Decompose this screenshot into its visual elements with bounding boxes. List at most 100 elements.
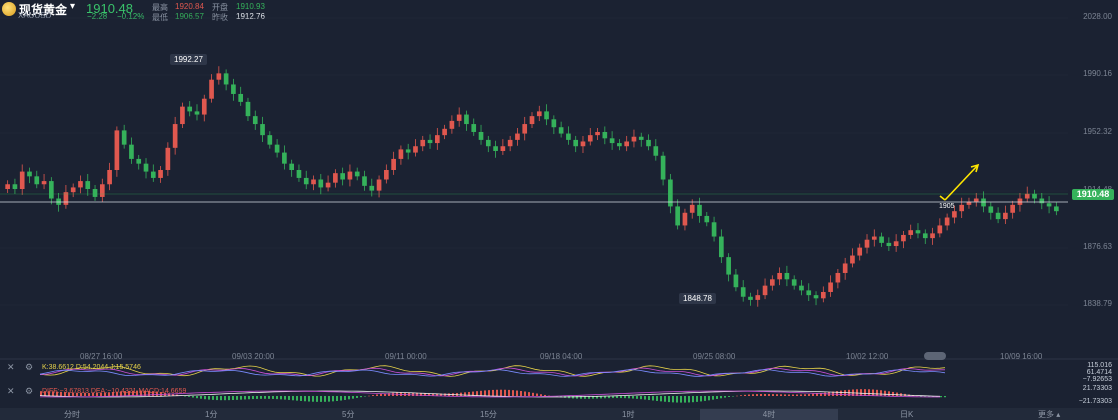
candle-body [347, 171, 353, 180]
macd-bar [264, 396, 266, 399]
candle-body [442, 128, 447, 136]
macd-bar [784, 394, 786, 396]
macd-bar [616, 396, 618, 399]
candle-body [551, 119, 557, 128]
macd-bar [696, 396, 698, 402]
quote-header: 现货黄金 ▾ XAUUSD 1910.48 −2.28 −0.12% 最高 19… [0, 0, 500, 22]
macd-bar [788, 394, 790, 396]
candle-body [704, 215, 710, 223]
tab-timeshare[interactable]: 分时 [64, 410, 80, 419]
macd-bar [644, 396, 646, 400]
candle-body [1010, 204, 1015, 213]
candle-body [791, 279, 797, 286]
candle-body [267, 135, 273, 145]
macd-bar [672, 396, 674, 403]
tab-1hour[interactable]: 1时 [622, 410, 635, 419]
candle-body [602, 131, 608, 139]
macd-bar [928, 396, 930, 397]
macd-bar [604, 396, 606, 399]
more-button[interactable]: 更多 ▴ [1038, 410, 1061, 419]
candle-body [362, 176, 367, 186]
candle-body [922, 233, 928, 239]
macd-bar [540, 394, 542, 396]
candle-body [27, 171, 32, 177]
candle-body [631, 136, 637, 142]
macd-bar [204, 396, 206, 400]
last-price: 1910.48 [86, 1, 133, 16]
candle-body [740, 287, 746, 297]
macd-tick-2: −21.73303 [1078, 398, 1112, 405]
macd-bar [328, 396, 330, 402]
candle-body [660, 155, 666, 180]
macd-bar [376, 394, 378, 396]
macd-bar [208, 396, 210, 400]
macd-bar [380, 393, 382, 396]
macd-bar [704, 396, 706, 401]
macd-bar [148, 390, 150, 396]
candle-body [653, 146, 659, 156]
macd-bar [932, 396, 934, 398]
low-callout: 1848.78 [679, 293, 716, 304]
macd-bar [824, 392, 826, 396]
annotation-label: 1905 [939, 203, 955, 210]
candle-body [995, 212, 1001, 220]
macd-bar [80, 392, 82, 396]
y-tick-1: 2028.00 [1083, 12, 1112, 21]
macd-bar [100, 392, 102, 396]
settings-icon[interactable]: ⚙ [25, 386, 34, 396]
macd-bar [520, 390, 522, 396]
scroll-pill[interactable] [924, 352, 946, 360]
macd-bar [276, 396, 278, 400]
candle-body [5, 184, 10, 190]
macd-bar [516, 390, 518, 396]
macd-bar [440, 393, 442, 396]
candle-body [252, 116, 258, 125]
macd-bar [572, 396, 574, 399]
macd-bar [544, 394, 546, 396]
macd-bar [776, 394, 778, 396]
macd-bar [612, 396, 614, 399]
tab-daily[interactable]: 日K [900, 410, 914, 419]
macd-bar [336, 396, 338, 401]
close-icon[interactable]: ✕ [7, 386, 15, 396]
candle-body [901, 234, 906, 242]
candle-body [121, 130, 127, 145]
candle-body [864, 239, 870, 248]
arrow-head-icon [970, 163, 980, 173]
candle-body [609, 138, 615, 144]
tab-4hour[interactable]: 4时 [700, 409, 838, 420]
candle-body [1046, 203, 1052, 207]
symbol-name[interactable]: 现货黄金 [19, 3, 68, 17]
close-icon[interactable]: ✕ [7, 362, 15, 372]
candle-body [536, 111, 542, 117]
macd-bar [592, 396, 594, 399]
candle-body [405, 149, 411, 153]
tab-1min[interactable]: 1分 [205, 410, 218, 419]
tab-5min[interactable]: 5分 [342, 410, 355, 419]
tab-15min[interactable]: 15分 [480, 410, 497, 419]
macd-bar [660, 396, 662, 402]
macd-bar [748, 394, 750, 396]
candle-body [682, 212, 688, 226]
price-change: −2.28 [87, 12, 108, 21]
macd-bar [620, 396, 622, 399]
candle-body [107, 170, 112, 185]
caret-down-icon[interactable]: ▾ [70, 1, 76, 12]
macd-bar [792, 394, 794, 396]
macd-bar [684, 396, 686, 403]
macd-bar [196, 396, 198, 399]
settings-icon[interactable]: ⚙ [25, 362, 34, 372]
candle-body [573, 139, 579, 147]
candle-body [973, 198, 979, 202]
candle-body [981, 198, 986, 207]
candle-body [515, 133, 520, 140]
candle-body [733, 274, 739, 288]
macd-bar [808, 394, 810, 396]
macd-bar [800, 394, 802, 396]
macd-bar [548, 395, 550, 397]
j-line [39, 369, 946, 377]
macd-bar [652, 396, 654, 401]
x-label-2: 09/03 20:00 [232, 352, 275, 361]
macd-bar [752, 394, 754, 396]
